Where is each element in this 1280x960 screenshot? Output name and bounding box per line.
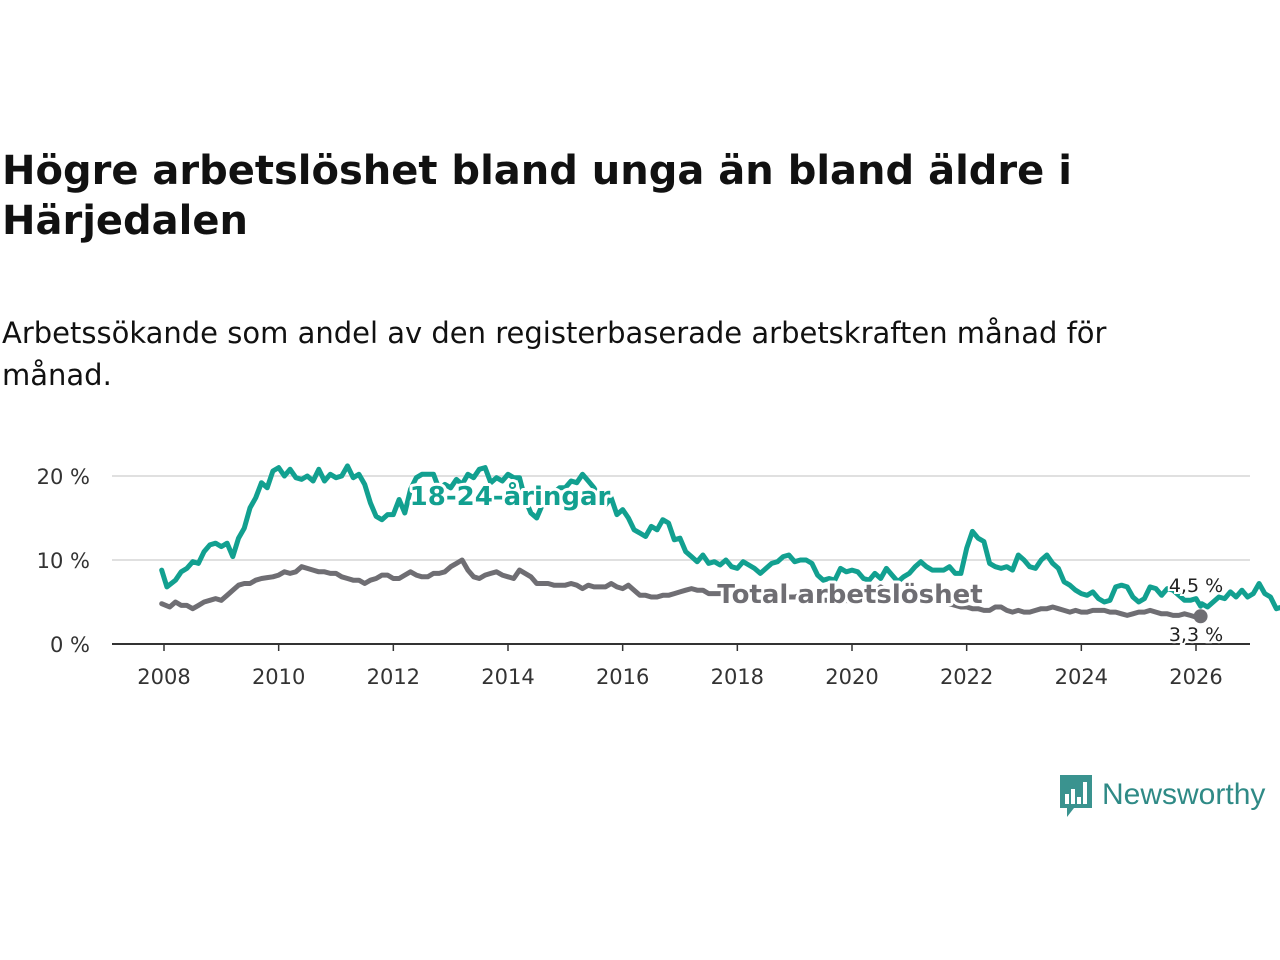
x-tick-label: 2026 (1169, 665, 1222, 689)
end-value-label-youth: 4,5 % (1169, 575, 1223, 597)
x-tick-label: 2012 (367, 665, 420, 689)
x-tick-label: 2010 (252, 665, 305, 689)
grid-lines (112, 475, 1250, 561)
x-tick-label: 2008 (137, 665, 190, 689)
axes: 0 % 10 % 20 % 2008 2010 2012 2014 2016 2018 2020 2… (37, 465, 1250, 689)
series-lines (159, 463, 1280, 624)
x-tick-label: 2020 (825, 665, 878, 689)
series-label-total: Total arbetslöshet (717, 580, 982, 610)
series-label-youth: 18-24-åringar (410, 480, 611, 512)
brand-name: Newsworthy (1102, 778, 1266, 811)
x-tick-label: 2014 (481, 665, 534, 689)
end-value-label-total: 3,3 % (1169, 624, 1223, 646)
x-tick-label: 2018 (711, 665, 764, 689)
series-line-total (159, 557, 1204, 620)
x-tick-label: 2016 (596, 665, 649, 689)
series-labels: 18-24-åringar Total arbetslöshet 4,5 % 3,3 … (407, 477, 1226, 648)
newsworthy-logo: Newsworthy (1058, 772, 1265, 818)
y-tick-label: 0 % (50, 633, 90, 657)
series-end-dot-total (1193, 609, 1208, 624)
series-line-youth (159, 463, 1280, 612)
x-tick-label: 2022 (940, 665, 993, 689)
bar-chart-speech-bubble-icon (1060, 775, 1092, 817)
chart-title: Högre arbetslöshet bland unga än bland ä… (2, 148, 1072, 244)
chart-subtitle: Arbetssökande som andel av den registerb… (2, 316, 1107, 392)
line-chart: 0 % 10 % 20 % 2008 2010 2012 2014 2016 2018 2020 2… (37, 463, 1280, 689)
x-tick-label: 2024 (1055, 665, 1108, 689)
y-tick-label: 20 % (37, 465, 90, 489)
y-tick-label: 10 % (37, 549, 90, 573)
